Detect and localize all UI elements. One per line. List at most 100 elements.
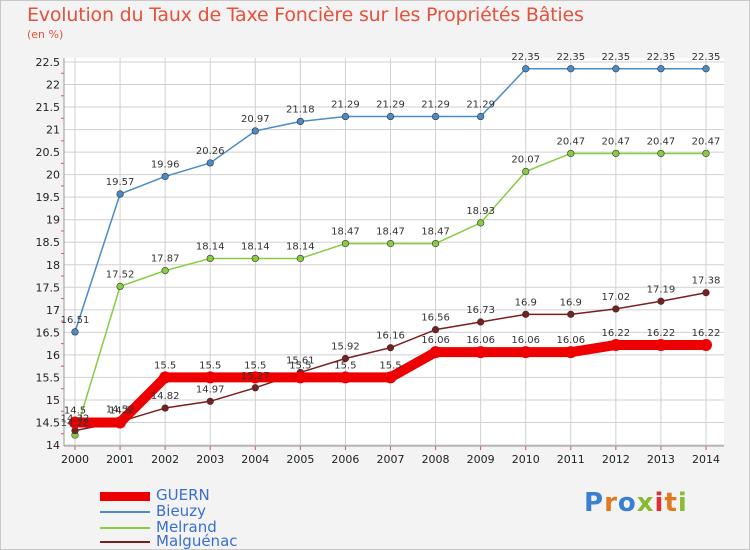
data-label-guern: 15.5 <box>244 360 266 371</box>
data-point-bieuzy <box>657 65 665 73</box>
data-point-malguenac <box>341 354 350 363</box>
data-point-malguenac <box>386 344 395 352</box>
unit-label: (en %) <box>27 28 64 41</box>
x-tick-label: 2000 <box>61 453 89 466</box>
series-guern <box>69 338 712 429</box>
data-label-melrand: 20.47 <box>602 136 631 147</box>
proxiti-logo: Proxiti <box>584 488 688 518</box>
data-label-guern: 14.5 <box>109 405 131 416</box>
data-label-bieuzy: 22.35 <box>556 52 585 63</box>
logo-letter: i <box>654 488 665 518</box>
data-point-malguenac <box>657 297 665 305</box>
data-label-guern: 16.06 <box>511 335 540 346</box>
data-point-bieuzy <box>296 117 304 126</box>
data-label-melrand: 18.47 <box>421 227 450 238</box>
x-tick-label: 2001 <box>106 453 134 466</box>
legend-swatch-malguenac <box>100 541 150 543</box>
y-tick-label: 17 <box>46 304 60 317</box>
data-point-melrand <box>567 149 575 158</box>
x-tick-label: 2002 <box>151 453 179 466</box>
x-tick-label: 2008 <box>422 453 450 466</box>
data-label-malguenac: 15.61 <box>286 355 315 366</box>
data-label-melrand: 20.07 <box>511 154 540 165</box>
data-label-malguenac: 16.56 <box>421 313 450 324</box>
data-label-malguenac: 16.73 <box>466 305 495 316</box>
data-point-guern <box>564 346 577 359</box>
data-label-bieuzy: 20.26 <box>196 146 225 157</box>
data-label-bieuzy: 22.35 <box>602 52 631 63</box>
data-point-melrand <box>386 239 395 248</box>
data-point-melrand <box>657 149 665 158</box>
chart-title: Evolution du Taux de Taxe Foncière sur l… <box>27 4 584 26</box>
data-label-malguenac: 15.27 <box>241 371 270 382</box>
data-point-melrand <box>341 239 350 248</box>
y-tick-label: 22.5 <box>36 56 61 69</box>
x-tick-label: 2004 <box>241 453 269 466</box>
data-label-melrand: 20.47 <box>556 136 585 147</box>
data-point-bieuzy <box>431 112 440 121</box>
data-point-guern <box>474 346 487 359</box>
data-point-guern <box>339 371 352 384</box>
logo-letter: i <box>677 488 688 518</box>
data-label-malguenac: 16.9 <box>560 297 582 308</box>
data-label-guern: 15.5 <box>334 360 356 371</box>
data-point-melrand <box>477 219 485 227</box>
y-tick-label: 18.5 <box>36 236 61 249</box>
data-point-bieuzy <box>116 190 124 198</box>
data-point-melrand <box>522 167 530 176</box>
data-point-guern <box>69 416 81 429</box>
data-label-melrand: 17.52 <box>106 269 135 280</box>
data-label-bieuzy: 22.35 <box>647 52 676 63</box>
x-tick-label: 2011 <box>557 453 585 466</box>
logo-letter: t <box>664 488 678 518</box>
legend-swatch-bieuzy <box>100 511 150 513</box>
data-label-bieuzy: 22.35 <box>692 52 721 63</box>
x-tick-label: 2009 <box>467 453 495 466</box>
y-tick-label: 14.5 <box>36 416 61 429</box>
x-tick-label: 2014 <box>692 453 720 466</box>
data-point-bieuzy <box>477 112 485 121</box>
data-label-malguenac: 14.97 <box>196 384 225 395</box>
data-label-malguenac: 17.19 <box>647 284 676 295</box>
data-point-melrand <box>702 149 710 158</box>
data-point-bieuzy <box>612 65 620 73</box>
x-tick-label: 2007 <box>377 453 405 466</box>
axes: 14 14.5 15 15.5 16 16.5 17 17.5 18 18.5 19 19.5 20 20… <box>36 56 724 466</box>
y-tick-label: 20.5 <box>36 146 61 159</box>
data-point-melrand <box>296 254 304 263</box>
data-label-melrand: 18.47 <box>331 227 360 238</box>
data-label-melrand: 17.87 <box>151 254 180 265</box>
legend-label-melrand: Melrand <box>156 518 217 536</box>
data-label-bieuzy: 21.29 <box>466 100 495 111</box>
data-label-melrand: 20.47 <box>692 136 721 147</box>
data-point-bieuzy <box>71 328 79 336</box>
y-tick-label: 15 <box>46 394 60 407</box>
data-point-guern <box>609 338 622 351</box>
data-point-malguenac <box>251 384 259 392</box>
x-tick-label: 2005 <box>286 453 314 466</box>
y-tick-label: 15.5 <box>36 371 61 384</box>
data-label-bieuzy: 22.35 <box>511 52 540 63</box>
legend-swatch-guern <box>100 492 150 501</box>
data-point-malguenac <box>522 310 530 318</box>
data-label-malguenac: 15.92 <box>331 341 360 352</box>
data-label-bieuzy: 19.57 <box>106 177 135 188</box>
data-label-malguenac: 17.38 <box>692 276 721 287</box>
data-label-malguenac: 16.16 <box>376 331 405 342</box>
data-label-melrand: 18.47 <box>376 227 405 238</box>
data-point-malguenac <box>567 310 575 318</box>
data-point-guern <box>429 346 442 359</box>
data-point-bieuzy <box>251 127 259 135</box>
y-tick-label: 18 <box>46 259 60 272</box>
data-label-bieuzy: 21.29 <box>376 100 405 111</box>
data-label-bieuzy: 21.18 <box>286 104 315 115</box>
y-tick-label: 14 <box>46 439 60 452</box>
data-label-bieuzy: 21.29 <box>421 100 450 111</box>
data-point-melrand <box>431 239 440 248</box>
legend-label-bieuzy: Bieuzy <box>156 502 206 520</box>
data-label-malguenac: 14.82 <box>151 391 180 402</box>
data-label-malguenac: 14.52 <box>106 405 135 416</box>
y-tick-label: 17.5 <box>36 281 61 294</box>
data-label-bieuzy: 20.97 <box>241 114 270 125</box>
